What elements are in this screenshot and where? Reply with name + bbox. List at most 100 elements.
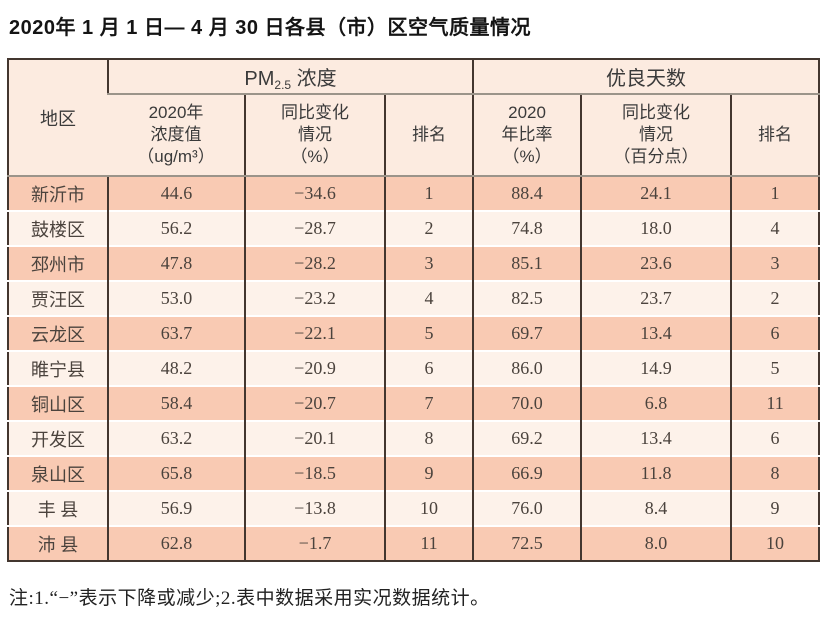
good-days-rank-cell: 6 <box>730 315 820 351</box>
good-days-change-cell: 8.4 <box>580 490 732 526</box>
good-days-ratio-cell: 72.5 <box>472 525 582 561</box>
table-row: 铜山区 58.4 −20.7 7 70.0 6.8 11 <box>8 385 820 421</box>
region-cell: 鼓楼区 <box>8 210 108 246</box>
pm25-rank-cell: 3 <box>383 245 474 281</box>
good-days-change-cell: 24.1 <box>580 176 732 211</box>
pm25-rank-cell: 2 <box>383 210 474 246</box>
good-days-change-cell: 23.7 <box>580 280 732 316</box>
pm25-change-cell: −34.6 <box>244 176 385 211</box>
pm25-value-cell: 53.0 <box>107 280 245 316</box>
good-days-rank-column-header: 排名 <box>730 94 820 177</box>
pm25-rank-cell: 8 <box>383 420 474 456</box>
good-days-rank-cell: 10 <box>730 525 820 561</box>
region-cell: 云龙区 <box>8 315 108 351</box>
good-days-change-cell: 11.8 <box>580 455 732 491</box>
group-header-row: 地区 PM2.5 浓度 优良天数 <box>8 59 820 177</box>
good-days-ratio-cell: 86.0 <box>472 350 582 386</box>
table-row: 鼓楼区 56.2 −28.7 2 74.8 18.0 4 <box>8 210 820 246</box>
pm25-rank-cell: 4 <box>383 280 474 316</box>
good-days-change-cell: 13.4 <box>580 315 732 351</box>
table-row: 邳州市 47.8 −28.2 3 85.1 23.6 3 <box>8 245 820 281</box>
good-days-rank-cell: 1 <box>730 176 820 211</box>
good-days-change-cell: 14.9 <box>580 350 732 386</box>
pm25-change-cell: −1.7 <box>244 525 385 561</box>
pm25-rank-cell: 9 <box>383 455 474 491</box>
pm25-rank-column-header: 排名 <box>383 94 474 177</box>
pm25-rank-cell: 6 <box>383 350 474 386</box>
good-days-ratio-cell: 85.1 <box>472 245 582 281</box>
good-days-rank-cell: 2 <box>730 280 820 316</box>
pm25-value-cell: 47.8 <box>107 245 245 281</box>
pm25-value-column-header: 2020年 浓度值 （ug/m³） <box>108 94 245 177</box>
table-row: 睢宁县 48.2 −20.9 6 86.0 14.9 5 <box>8 350 820 386</box>
pm25-change-cell: −28.7 <box>244 210 385 246</box>
pm25-change-column-header: 同比变化 情况 （%） <box>244 94 385 177</box>
pm25-value-cell: 62.8 <box>107 525 245 561</box>
good-days-ratio-cell: 88.4 <box>472 176 582 211</box>
region-cell: 睢宁县 <box>8 350 108 386</box>
region-cell: 开发区 <box>8 420 108 456</box>
pm25-change-cell: −13.8 <box>244 490 385 526</box>
good-days-ratio-column-header: 2020 年比率 （%） <box>472 94 582 177</box>
good-days-change-cell: 6.8 <box>580 385 732 421</box>
pm25-group-header: PM2.5 浓度 <box>106 59 474 95</box>
table-row: 新沂市 44.6 −34.6 1 88.4 24.1 1 <box>8 176 820 211</box>
pm25-label-prefix: PM <box>244 67 275 90</box>
sub-header-row: 2020年 浓度值 （ug/m³） 同比变化 情况 （%） 排名 2020 年比… <box>8 94 820 177</box>
good-days-change-cell: 23.6 <box>580 245 732 281</box>
region-column-header: 地区 <box>8 59 108 177</box>
good-days-ratio-cell: 76.0 <box>472 490 582 526</box>
pm25-value-cell: 56.2 <box>107 210 245 246</box>
pm25-rank-cell: 11 <box>383 525 474 561</box>
region-cell: 沛 县 <box>8 525 108 561</box>
table-row: 泉山区 65.8 −18.5 9 66.9 11.8 8 <box>8 455 820 491</box>
pm25-value-cell: 65.8 <box>107 455 245 491</box>
table-row: 丰 县 56.9 −13.8 10 76.0 8.4 9 <box>8 490 820 526</box>
good-days-rank-cell: 11 <box>730 385 820 421</box>
pm25-change-cell: −28.2 <box>244 245 385 281</box>
good-days-rank-cell: 4 <box>730 210 820 246</box>
table-row: 云龙区 63.7 −22.1 5 69.7 13.4 6 <box>8 315 820 351</box>
table-row: 沛 县 62.8 −1.7 11 72.5 8.0 10 <box>8 525 820 561</box>
table-body: 新沂市 44.6 −34.6 1 88.4 24.1 1 鼓楼区 56.2 −28.7 2 74.8 1… <box>8 176 820 561</box>
footnote: 注:1.“−”表示下降或减少;2.表中数据采用实况数据统计。 <box>9 588 490 609</box>
air-quality-table: 地区 PM2.5 浓度 优良天数 2020年 浓度值 （ug/m³） 同比变化 … <box>7 58 821 562</box>
pm25-rank-cell: 10 <box>383 490 474 526</box>
region-cell: 丰 县 <box>8 490 108 526</box>
pm25-label-suffix: 浓度 <box>291 67 337 90</box>
good-days-ratio-cell: 69.7 <box>472 315 582 351</box>
good-days-change-cell: 13.4 <box>580 420 732 456</box>
good-days-rank-cell: 5 <box>730 350 820 386</box>
region-cell: 贾汪区 <box>8 280 108 316</box>
good-days-rank-cell: 6 <box>730 420 820 456</box>
good-days-ratio-cell: 69.2 <box>472 420 582 456</box>
good-days-group-header: 优良天数 <box>472 59 820 95</box>
table-row: 贾汪区 53.0 −23.2 4 82.5 23.7 2 <box>8 280 820 316</box>
pm25-change-cell: −18.5 <box>244 455 385 491</box>
pm25-change-cell: −22.1 <box>244 315 385 351</box>
good-days-rank-cell: 3 <box>730 245 820 281</box>
page-title: 2020年 1 月 1 日— 4 月 30 日各县（市）区空气质量情况 <box>9 17 532 39</box>
pm25-label-subscript: 2.5 <box>274 77 292 92</box>
pm25-change-cell: −20.7 <box>244 385 385 421</box>
pm25-change-cell: −23.2 <box>244 280 385 316</box>
good-days-ratio-cell: 82.5 <box>472 280 582 316</box>
table-header: 地区 PM2.5 浓度 优良天数 2020年 浓度值 （ug/m³） 同比变化 … <box>8 59 820 177</box>
pm25-rank-cell: 7 <box>383 385 474 421</box>
pm25-change-cell: −20.9 <box>244 350 385 386</box>
pm25-value-cell: 48.2 <box>107 350 245 386</box>
pm25-value-cell: 58.4 <box>107 385 245 421</box>
region-cell: 铜山区 <box>8 385 108 421</box>
pm25-value-cell: 44.6 <box>107 176 245 211</box>
pm25-change-cell: −20.1 <box>244 420 385 456</box>
good-days-rank-cell: 9 <box>730 490 820 526</box>
pm25-value-cell: 63.2 <box>107 420 245 456</box>
good-days-change-cell: 18.0 <box>580 210 732 246</box>
region-cell: 新沂市 <box>8 176 108 211</box>
good-days-change-column-header: 同比变化 情况 （百分点） <box>580 94 732 177</box>
pm25-rank-cell: 1 <box>383 176 474 211</box>
good-days-ratio-cell: 70.0 <box>472 385 582 421</box>
pm25-rank-cell: 5 <box>383 315 474 351</box>
region-cell: 邳州市 <box>8 245 108 281</box>
